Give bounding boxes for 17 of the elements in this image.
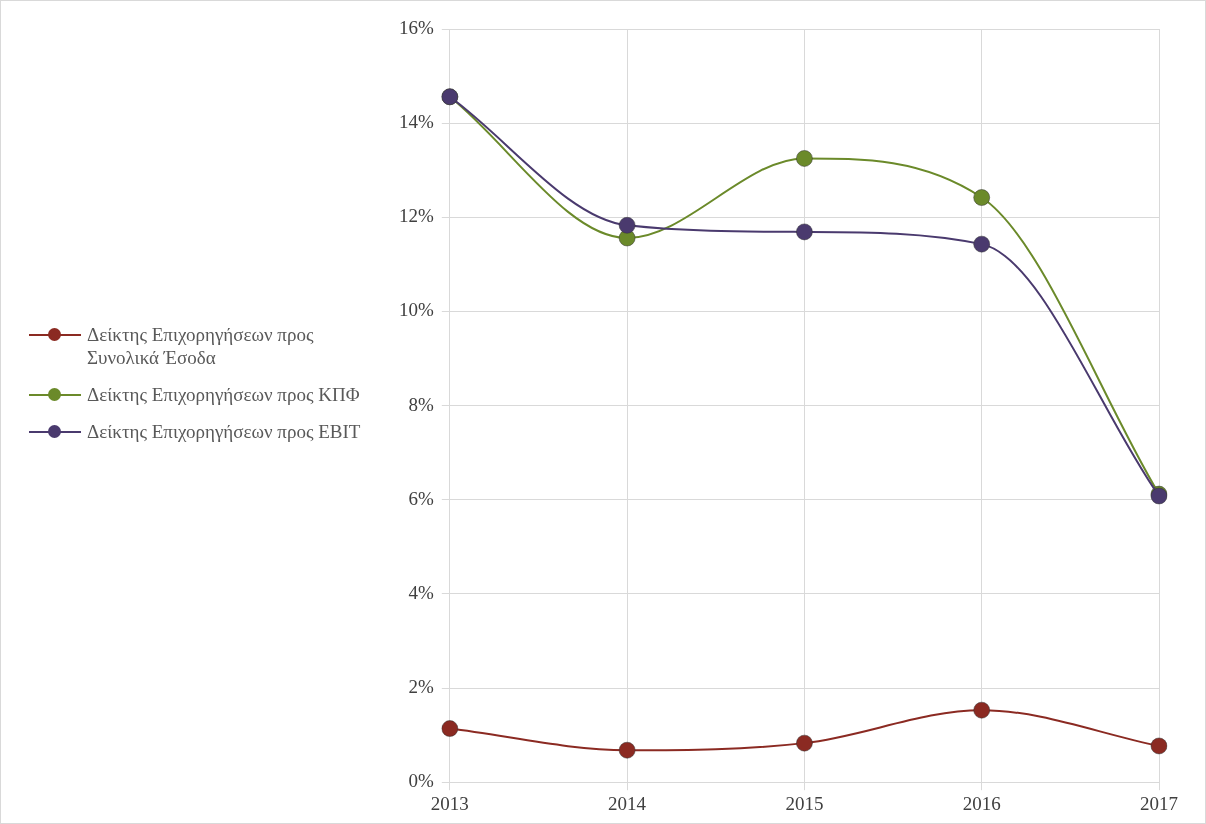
x-tick-label: 2014 — [608, 792, 647, 814]
x-tick-label: 2013 — [430, 792, 469, 814]
y-tick-label: 10% — [399, 299, 434, 321]
legend-label: Δείκτης Επιχορηγήσεων προς ΚΠΦ — [87, 383, 361, 406]
y-tick-label: 2% — [408, 676, 434, 698]
y-tick-label: 6% — [408, 487, 434, 509]
y-tick-label: 12% — [399, 205, 434, 227]
y-tick-label: 16% — [399, 16, 434, 38]
y-tick-label: 8% — [408, 393, 434, 415]
y-tick-label: 0% — [408, 770, 434, 792]
x-tick-label: 2017 — [1140, 792, 1178, 814]
y-tick-label: 14% — [399, 111, 434, 133]
legend-label: Δείκτης Επιχορηγήσεων προς EBIT — [87, 420, 362, 443]
y-tick-label: 4% — [408, 581, 434, 603]
x-tick-label: 2016 — [962, 792, 1001, 814]
x-tick-label: 2015 — [785, 792, 824, 814]
legend-label: Δείκτης Επιχορηγήσεων προς Συνολικά Έσοδα — [87, 323, 315, 369]
